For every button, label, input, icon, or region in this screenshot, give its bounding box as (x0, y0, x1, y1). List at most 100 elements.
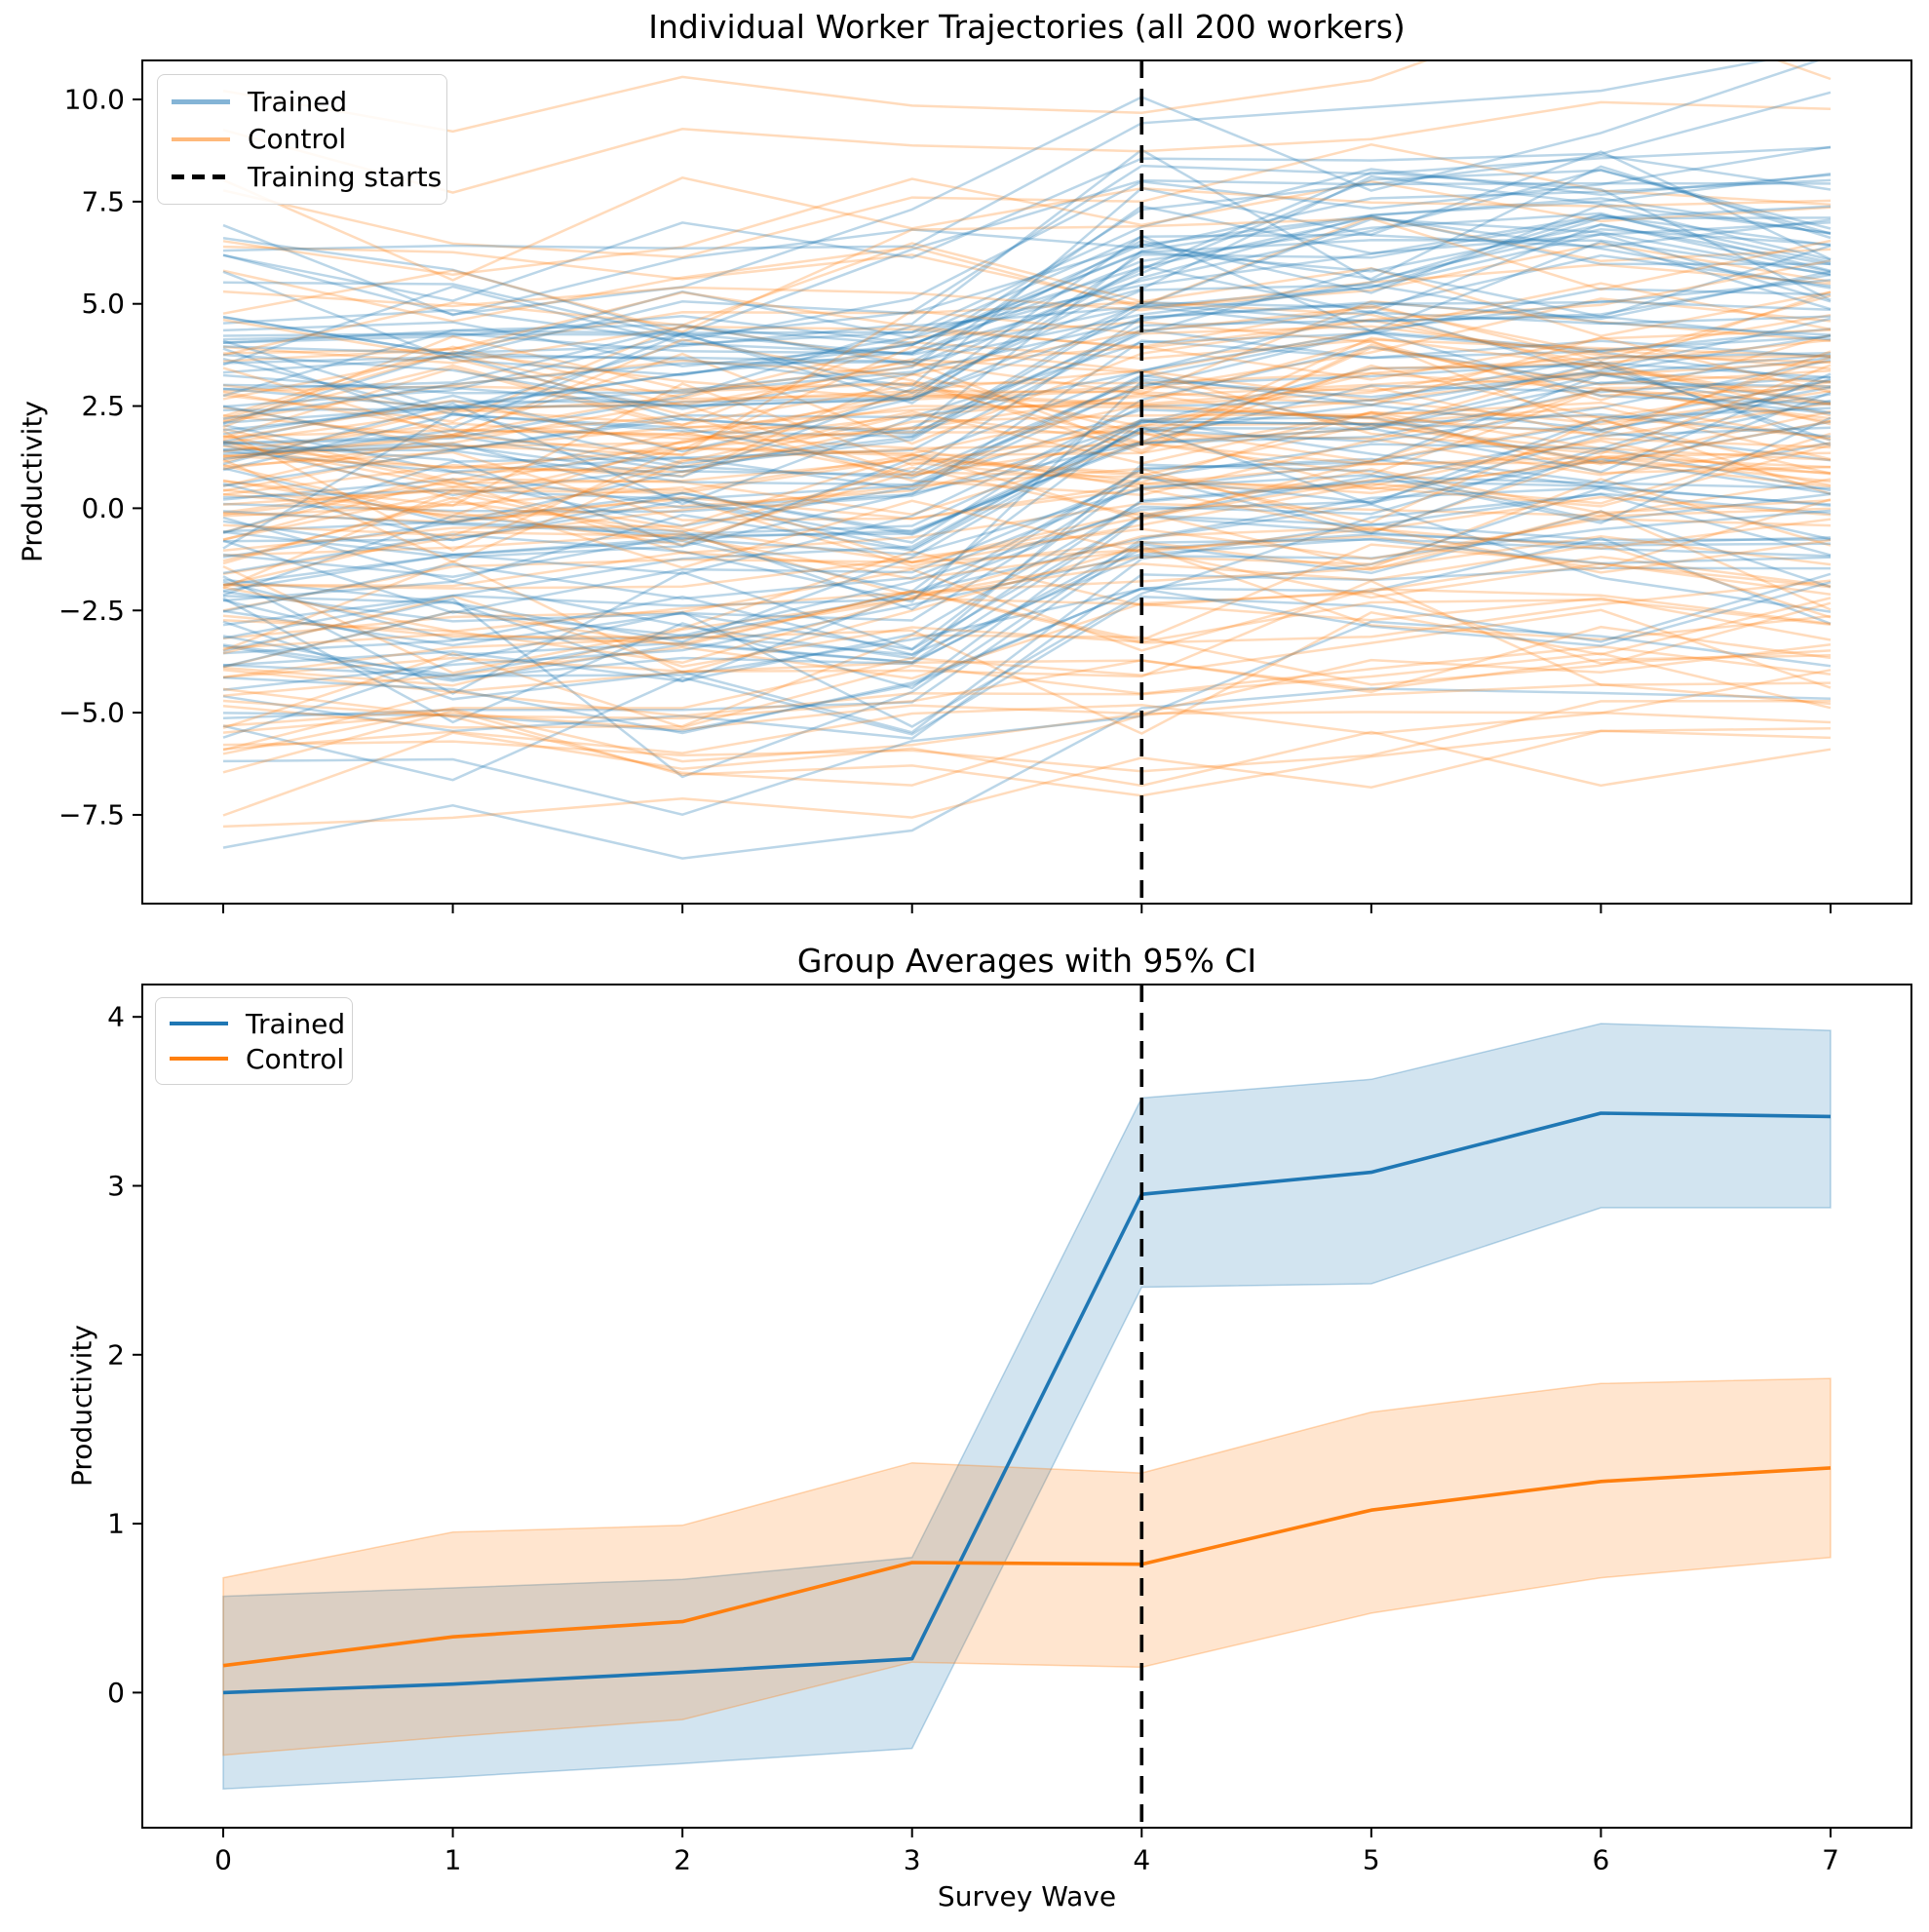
legend-item-trained: Trained (170, 1008, 345, 1040)
worker-trajectory-trained (222, 223, 1832, 391)
worker-trajectory-control (222, 652, 1832, 717)
worker-trajectory-control (222, 401, 1832, 474)
y-tick-label: 4 (107, 1001, 125, 1033)
worker-trajectory-trained (222, 173, 1832, 395)
worker-trajectory-control (222, 442, 1832, 542)
worker-trajectory-trained (222, 538, 1832, 680)
worker-trajectory-control (222, 654, 1832, 720)
worker-trajectory-control (222, 215, 1832, 307)
worker-trajectory-trained (222, 510, 1832, 720)
worker-trajectory-control (222, 579, 1832, 650)
worker-trajectory-trained (222, 288, 1832, 452)
worker-trajectory-control (222, 321, 1832, 427)
worker-trajectory-control (222, 388, 1832, 534)
worker-trajectory-control (222, 548, 1832, 612)
worker-trajectory-trained (222, 379, 1832, 611)
worker-trajectory-trained (222, 270, 1832, 474)
y-tick-label: −2.5 (58, 595, 125, 627)
worker-trajectory-control (222, 417, 1832, 524)
worker-trajectory-control (222, 100, 1832, 194)
worker-trajectory-control (222, 242, 1832, 357)
worker-trajectory-trained (222, 388, 1832, 560)
worker-trajectory-trained (222, 375, 1832, 542)
y-tick-label: 3 (107, 1170, 125, 1202)
worker-trajectory-control (222, 708, 1832, 763)
x-tick-label: 1 (444, 1844, 462, 1876)
worker-trajectory-trained (222, 232, 1832, 445)
worker-trajectory-control (222, 297, 1832, 420)
worker-trajectory-trained (222, 299, 1832, 469)
worker-trajectory-control (222, 382, 1832, 507)
worker-trajectory-control (222, 345, 1832, 455)
worker-trajectory-trained (222, 566, 1832, 740)
worker-trajectory-control (222, 334, 1832, 429)
worker-trajectory-control (222, 410, 1832, 517)
worker-trajectory-control (222, 699, 1832, 773)
y-tick-label: 5.0 (81, 288, 125, 320)
worker-trajectory-trained (222, 213, 1832, 367)
worker-trajectory-trained (222, 333, 1832, 524)
worker-trajectory-control (222, 543, 1832, 669)
worker-trajectory-trained (222, 315, 1832, 451)
worker-trajectory-trained (222, 426, 1832, 669)
legend-label-control: Control (248, 123, 347, 156)
worker-trajectory-trained (222, 317, 1832, 487)
worker-trajectory-control (222, 727, 1832, 829)
worker-trajectory-control (222, 410, 1832, 563)
worker-trajectory-trained (222, 216, 1832, 420)
mean-line-control (222, 1466, 1832, 1668)
worker-trajectory-trained (222, 181, 1832, 355)
worker-trajectory-trained (222, 536, 1832, 733)
worker-trajectory-control (222, 461, 1832, 547)
worker-trajectory-control (222, 597, 1832, 687)
worker-trajectory-trained (222, 442, 1832, 627)
worker-trajectory-control (222, 242, 1832, 323)
worker-trajectory-control (222, 682, 1832, 787)
legend-label-control: Control (246, 1042, 345, 1075)
y-tick-label: −7.5 (58, 798, 125, 831)
worker-trajectory-control (222, 437, 1832, 522)
worker-trajectory-control (222, 410, 1832, 500)
worker-trajectory-trained (222, 372, 1832, 593)
worker-trajectory-trained (222, 311, 1832, 506)
worker-trajectory-trained (222, 457, 1832, 647)
worker-trajectory-trained (222, 153, 1832, 336)
worker-trajectory-trained (222, 620, 1832, 816)
worker-trajectory-control (222, 431, 1832, 522)
top-panel-plot-area (222, 60, 1832, 904)
worker-trajectory-control (222, 543, 1832, 665)
y-tick-label: 1 (107, 1508, 125, 1540)
worker-trajectory-control (222, 567, 1832, 652)
worker-trajectory-trained (222, 537, 1832, 691)
worker-trajectory-control (222, 440, 1832, 564)
worker-trajectory-trained (222, 416, 1832, 613)
worker-trajectory-trained (222, 273, 1832, 453)
worker-trajectory-control (222, 299, 1832, 423)
worker-trajectory-trained (222, 168, 1832, 345)
worker-trajectory-control (222, 467, 1832, 576)
worker-trajectory-trained (222, 399, 1832, 695)
worker-trajectory-trained (222, 150, 1832, 377)
worker-trajectory-control (222, 409, 1832, 484)
worker-trajectory-control (222, 309, 1832, 456)
worker-trajectory-control (222, 517, 1832, 590)
ci-band-trained (222, 1023, 1832, 1790)
worker-trajectory-trained (222, 60, 1823, 316)
worker-trajectory-trained (222, 339, 1832, 509)
worker-trajectory-trained (222, 391, 1832, 551)
worker-trajectory-control (222, 177, 1832, 277)
worker-trajectory-trained (222, 279, 1832, 408)
worker-trajectory-control (222, 217, 1832, 333)
control-line-swatch (172, 136, 230, 142)
worker-trajectory-control (222, 370, 1832, 488)
worker-trajectory-trained (222, 413, 1832, 593)
worker-trajectory-control (222, 371, 1832, 436)
worker-trajectory-trained (222, 168, 1832, 345)
worker-trajectory-control (222, 545, 1832, 675)
worker-trajectory-control (222, 451, 1832, 534)
worker-trajectory-control (222, 385, 1832, 457)
worker-trajectory-trained (222, 446, 1832, 641)
worker-trajectory-trained (222, 359, 1832, 578)
worker-trajectory-trained (222, 509, 1832, 676)
